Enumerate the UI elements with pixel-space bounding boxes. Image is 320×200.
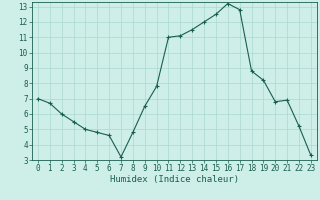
X-axis label: Humidex (Indice chaleur): Humidex (Indice chaleur) — [110, 175, 239, 184]
